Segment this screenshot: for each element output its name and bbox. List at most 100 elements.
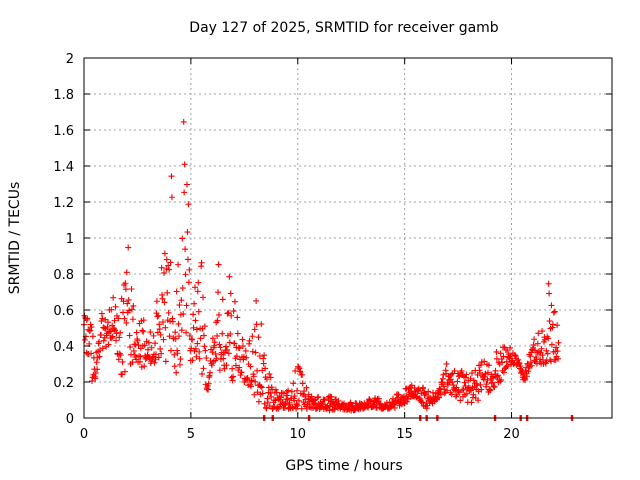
data-point <box>176 361 183 368</box>
data-point <box>497 350 504 357</box>
data-point <box>160 319 167 326</box>
data-point <box>470 377 477 384</box>
data-point <box>541 336 548 343</box>
data-point <box>152 351 159 358</box>
y-tick-label: 1.2 <box>53 196 74 211</box>
data-point <box>263 376 270 383</box>
data-point <box>197 335 204 342</box>
data-point <box>545 280 552 287</box>
data-point <box>181 161 188 168</box>
data-point <box>491 384 498 391</box>
data-point <box>393 397 400 404</box>
data-point <box>391 404 398 411</box>
data-point <box>136 358 143 365</box>
data-point <box>182 246 189 253</box>
data-point <box>299 380 306 387</box>
data-point <box>216 367 223 374</box>
data-point <box>544 350 551 357</box>
y-tick-label: 1.8 <box>53 88 74 103</box>
data-point <box>235 344 242 351</box>
data-point <box>196 355 203 362</box>
data-point <box>115 315 122 322</box>
y-tick-label: 1.6 <box>53 124 74 139</box>
data-point <box>468 387 475 394</box>
data-point <box>108 306 115 313</box>
data-point <box>252 349 259 356</box>
data-point <box>458 367 465 374</box>
data-point <box>168 347 175 354</box>
data-point <box>185 201 192 208</box>
data-point <box>284 396 291 403</box>
data-point <box>253 297 260 304</box>
data-point <box>105 341 112 348</box>
data-point <box>172 329 179 336</box>
data-point <box>285 387 292 394</box>
data-point <box>128 285 135 292</box>
data-point <box>249 348 256 355</box>
data-point <box>180 311 187 318</box>
data-point <box>453 391 460 398</box>
data-point <box>295 364 302 371</box>
data-point <box>122 280 129 287</box>
data-point <box>234 330 241 337</box>
data-point <box>554 348 561 355</box>
data-point <box>156 326 163 333</box>
data-point <box>232 362 239 369</box>
data-point <box>425 388 432 395</box>
data-point <box>303 384 310 391</box>
data-point <box>548 302 555 309</box>
data-point <box>109 333 116 340</box>
data-point <box>259 390 266 397</box>
data-point <box>550 309 557 316</box>
data-point <box>200 332 207 339</box>
data-point <box>147 329 154 336</box>
data-point <box>500 369 507 376</box>
data-point <box>257 383 264 390</box>
data-point <box>209 335 216 342</box>
data-point <box>477 361 484 368</box>
data-point <box>554 322 561 329</box>
data-point <box>249 333 256 340</box>
data-point <box>437 391 444 398</box>
data-point <box>294 402 301 409</box>
data-point <box>202 347 209 354</box>
data-point <box>219 330 226 337</box>
data-point <box>497 378 504 385</box>
data-point <box>208 362 215 369</box>
data-point <box>162 324 169 331</box>
data-point <box>236 364 243 371</box>
data-point <box>223 346 230 353</box>
data-point <box>173 369 180 376</box>
data-point <box>123 319 130 326</box>
data-point <box>104 319 111 326</box>
data-point <box>555 339 562 346</box>
data-point <box>449 379 456 386</box>
data-point <box>519 368 526 375</box>
data-point <box>490 375 497 382</box>
data-point <box>117 352 124 359</box>
data-point <box>457 397 464 404</box>
data-point <box>181 189 188 196</box>
data-point <box>163 265 170 272</box>
data-point <box>375 395 382 402</box>
data-point <box>448 391 455 398</box>
data-point <box>478 386 485 393</box>
data-point <box>263 405 270 412</box>
data-point <box>93 359 100 366</box>
data-point <box>203 354 210 361</box>
data-point <box>493 348 500 355</box>
data-point <box>298 405 305 412</box>
data-point <box>231 298 238 305</box>
data-point <box>461 379 468 386</box>
data-point <box>190 324 197 331</box>
data-point <box>301 388 308 395</box>
data-point <box>528 362 535 369</box>
data-point <box>236 345 243 352</box>
data-point <box>483 381 490 388</box>
data-point <box>183 302 190 309</box>
data-point <box>484 377 491 384</box>
data-point <box>130 347 137 354</box>
data-point <box>262 365 269 372</box>
data-point <box>200 365 207 372</box>
data-point <box>92 370 99 377</box>
